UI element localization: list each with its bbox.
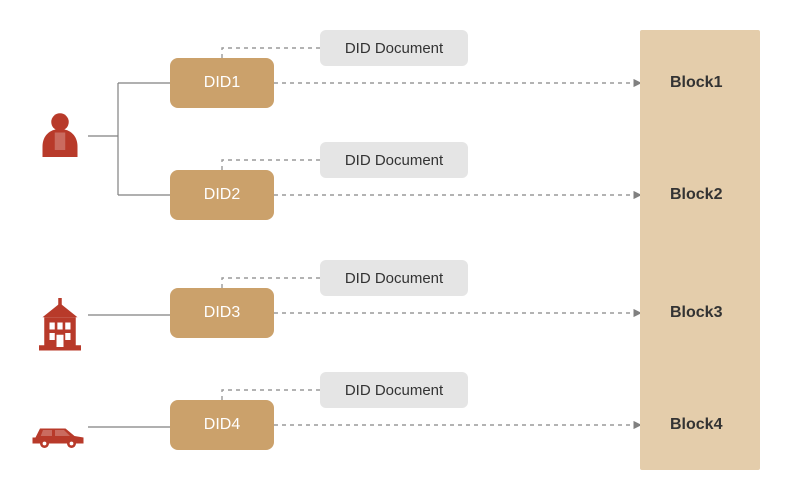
did-node-2: DID2: [170, 170, 274, 220]
block-label-4-text: Block4: [670, 416, 722, 433]
did-node-4: DID4: [170, 400, 274, 450]
did-node-2-label: DID2: [204, 186, 240, 204]
did-node-3-label: DID3: [204, 304, 240, 322]
doc-node-1-label: DID Document: [345, 40, 443, 57]
conn-did3-doc3: [222, 278, 320, 288]
conn-did4-doc4: [222, 390, 320, 400]
block-label-4: Block4: [670, 416, 722, 434]
diagram-canvas: DID1 DID2 DID3 DID4 DID Document DID Doc…: [0, 0, 808, 504]
person-icon: [32, 108, 88, 164]
did-node-1: DID1: [170, 58, 274, 108]
conn-did2-doc2: [222, 160, 320, 170]
doc-node-3-label: DID Document: [345, 270, 443, 287]
doc-node-2-label: DID Document: [345, 152, 443, 169]
block-label-3-text: Block3: [670, 304, 722, 321]
doc-node-2: DID Document: [320, 142, 468, 178]
block-label-1-text: Block1: [670, 74, 722, 91]
doc-node-1: DID Document: [320, 30, 468, 66]
block-label-3: Block3: [670, 304, 722, 322]
building-icon: [32, 298, 88, 354]
doc-node-4-label: DID Document: [345, 382, 443, 399]
car-icon: [28, 416, 88, 456]
did-node-3: DID3: [170, 288, 274, 338]
conn-did1-doc1: [222, 48, 320, 58]
block-label-1: Block1: [670, 74, 722, 92]
did-node-1-label: DID1: [204, 74, 240, 92]
did-node-4-label: DID4: [204, 416, 240, 434]
doc-node-4: DID Document: [320, 372, 468, 408]
doc-node-3: DID Document: [320, 260, 468, 296]
block-label-2: Block2: [670, 186, 722, 204]
block-label-2-text: Block2: [670, 186, 722, 203]
block-column: [640, 30, 760, 470]
